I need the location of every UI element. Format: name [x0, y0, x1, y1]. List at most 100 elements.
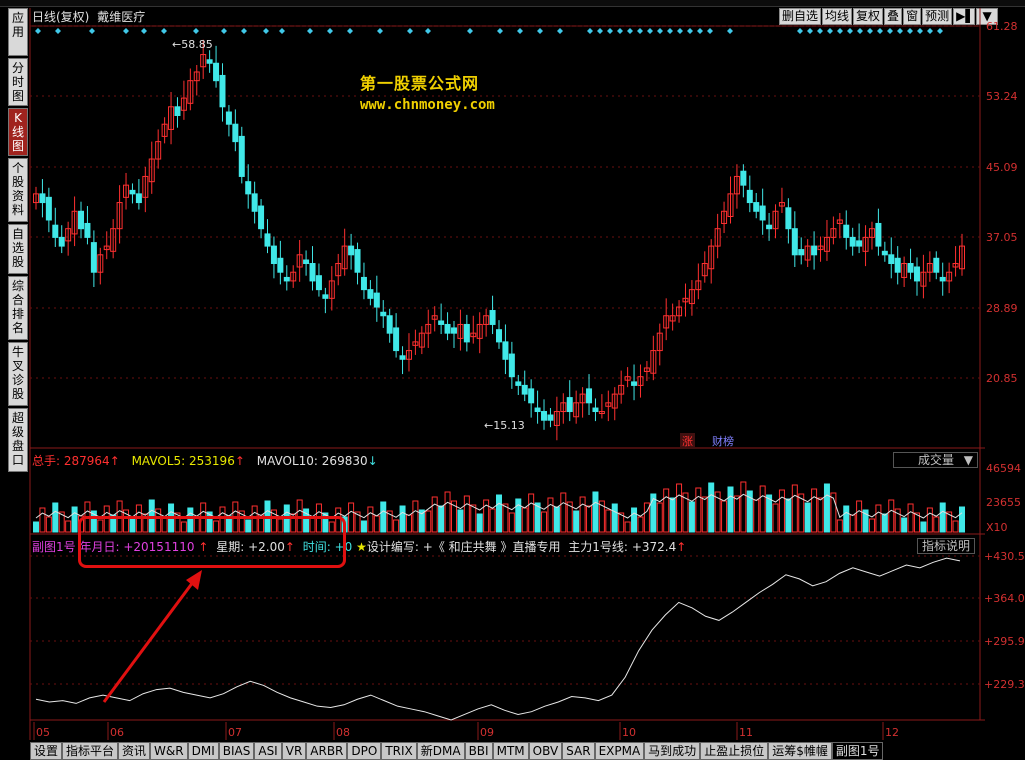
watermark-title: 第一股票公式网: [360, 74, 480, 93]
candle-body: [521, 384, 528, 395]
volume-bar: [579, 496, 586, 533]
signal-diamond: [517, 28, 523, 34]
indicator-explain-button[interactable]: 指标说明: [917, 538, 976, 554]
candle-body: [367, 289, 374, 299]
tab-13[interactable]: MTM: [492, 742, 529, 760]
signal-diamond: [607, 28, 613, 34]
signal-diamond: [89, 28, 95, 34]
candle-body: [135, 193, 142, 204]
forecast-button[interactable]: 预测: [922, 8, 953, 25]
tab-18[interactable]: 止盈止损位: [700, 742, 769, 760]
tab-16[interactable]: EXPMA: [594, 742, 645, 760]
tab-7[interactable]: VR: [281, 742, 307, 760]
volume-bar: [521, 507, 528, 533]
candle-body: [270, 245, 277, 265]
sidebar-item-watchlist[interactable]: 自选股: [8, 224, 28, 274]
month-tick-label: 08: [336, 726, 350, 739]
volume-bar: [52, 502, 59, 533]
volume-bar: [489, 508, 496, 533]
play-icon[interactable]: ▶▌: [953, 8, 976, 25]
sidebar-item-diagnosis[interactable]: 牛叉诊股: [8, 342, 28, 406]
tab-8[interactable]: ARBR: [306, 742, 348, 760]
volume-ma-line: [35, 493, 963, 519]
candle-body: [168, 106, 175, 130]
candle-body: [161, 123, 168, 137]
overlay-button[interactable]: 叠: [884, 8, 903, 25]
signal-diamond: [727, 28, 733, 34]
axes: 61.28 53.24 45.09 37.05 28.89 20.85 46594 23655…: [33, 20, 1025, 740]
volume-bar: [206, 511, 213, 533]
tab-10[interactable]: TRIX: [381, 742, 417, 760]
signal-diamond: [827, 28, 833, 34]
adjust-button[interactable]: 复权: [853, 8, 884, 25]
tab-19[interactable]: 运筹$帷幄: [768, 742, 832, 760]
stock-name: 戴维医疗: [97, 10, 146, 24]
menu-dropdown-icon[interactable]: ▼: [976, 8, 999, 25]
signal-diamond: [687, 28, 693, 34]
tab-17[interactable]: 马到成功: [644, 742, 701, 760]
volume-bar: [913, 512, 920, 533]
sidebar-item-stock-info[interactable]: 个股资料: [8, 158, 28, 222]
tab-15[interactable]: SAR: [562, 742, 595, 760]
volume-bar: [862, 509, 869, 533]
tab-4[interactable]: DMI: [187, 742, 219, 760]
signal-diamond: [917, 28, 923, 34]
candle-body: [560, 402, 567, 413]
signal-diamond: [537, 28, 543, 34]
rise-tag[interactable]: 涨: [680, 433, 695, 449]
candlesticks: [33, 39, 965, 441]
volume-bar: [39, 507, 46, 533]
candle-body: [849, 236, 856, 247]
volume-bar: [952, 520, 959, 533]
volume-bar: [399, 505, 406, 533]
candle-body: [798, 249, 805, 256]
candle-body: [418, 332, 425, 348]
signal-diamond: [597, 28, 603, 34]
tab-14[interactable]: OBV: [528, 742, 563, 760]
tab-6[interactable]: ASI: [254, 742, 282, 760]
candle-body: [238, 135, 245, 177]
tab-9[interactable]: DPO: [347, 742, 382, 760]
signal-diamond: [55, 28, 61, 34]
tab-5[interactable]: BIAS: [218, 742, 255, 760]
candle-body: [611, 393, 618, 409]
window-button[interactable]: 窗: [903, 8, 922, 25]
candle-body: [142, 175, 149, 198]
volume-bar: [360, 520, 367, 533]
volume-indicator-select[interactable]: 成交量 ▼: [893, 452, 978, 468]
tab-3[interactable]: W&R: [150, 742, 188, 760]
candle-body: [946, 271, 953, 282]
chart-toolbar: 删自选 均线 复权 叠 窗 预测 ▶▌ ▼: [779, 8, 999, 25]
price-tick-label: 37.05: [986, 231, 1018, 244]
sidebar-item-kline[interactable]: K线图: [8, 108, 28, 156]
tab-11[interactable]: 新DMA: [416, 742, 465, 760]
signal-diamond: [667, 28, 673, 34]
volume-label: 总手:: [32, 454, 61, 468]
candle-body: [528, 388, 535, 404]
volume-bar: [541, 511, 548, 533]
volume-bar: [663, 488, 670, 533]
volume-bar: [476, 513, 483, 533]
ma-button[interactable]: 均线: [822, 8, 853, 25]
volume-bar: [566, 501, 573, 533]
tab-1[interactable]: 指标平台: [62, 742, 119, 760]
candle-body: [97, 254, 104, 273]
candle-body: [103, 245, 110, 251]
sidebar-item-apps[interactable]: 应用: [8, 8, 28, 56]
candle-body: [71, 210, 78, 235]
volume-bar: [817, 497, 824, 533]
tab-12[interactable]: BBI: [464, 742, 493, 760]
sidebar-item-ranking[interactable]: 综合排名: [8, 276, 28, 340]
candle-body: [541, 411, 548, 421]
signal-diamond: [263, 28, 269, 34]
candle-body: [264, 233, 271, 247]
sidebar-item-super-quote[interactable]: 超级盘口: [8, 408, 28, 472]
finance-tag[interactable]: 财榜: [712, 435, 734, 448]
tab-2[interactable]: 资讯: [118, 742, 151, 760]
remove-watchlist-button[interactable]: 删自选: [779, 8, 822, 25]
tab-0[interactable]: 设置: [30, 742, 63, 760]
sidebar-item-intraday[interactable]: 分时图: [8, 58, 28, 106]
volume-bar: [907, 503, 914, 533]
tab-20[interactable]: 副图1号: [831, 742, 884, 760]
